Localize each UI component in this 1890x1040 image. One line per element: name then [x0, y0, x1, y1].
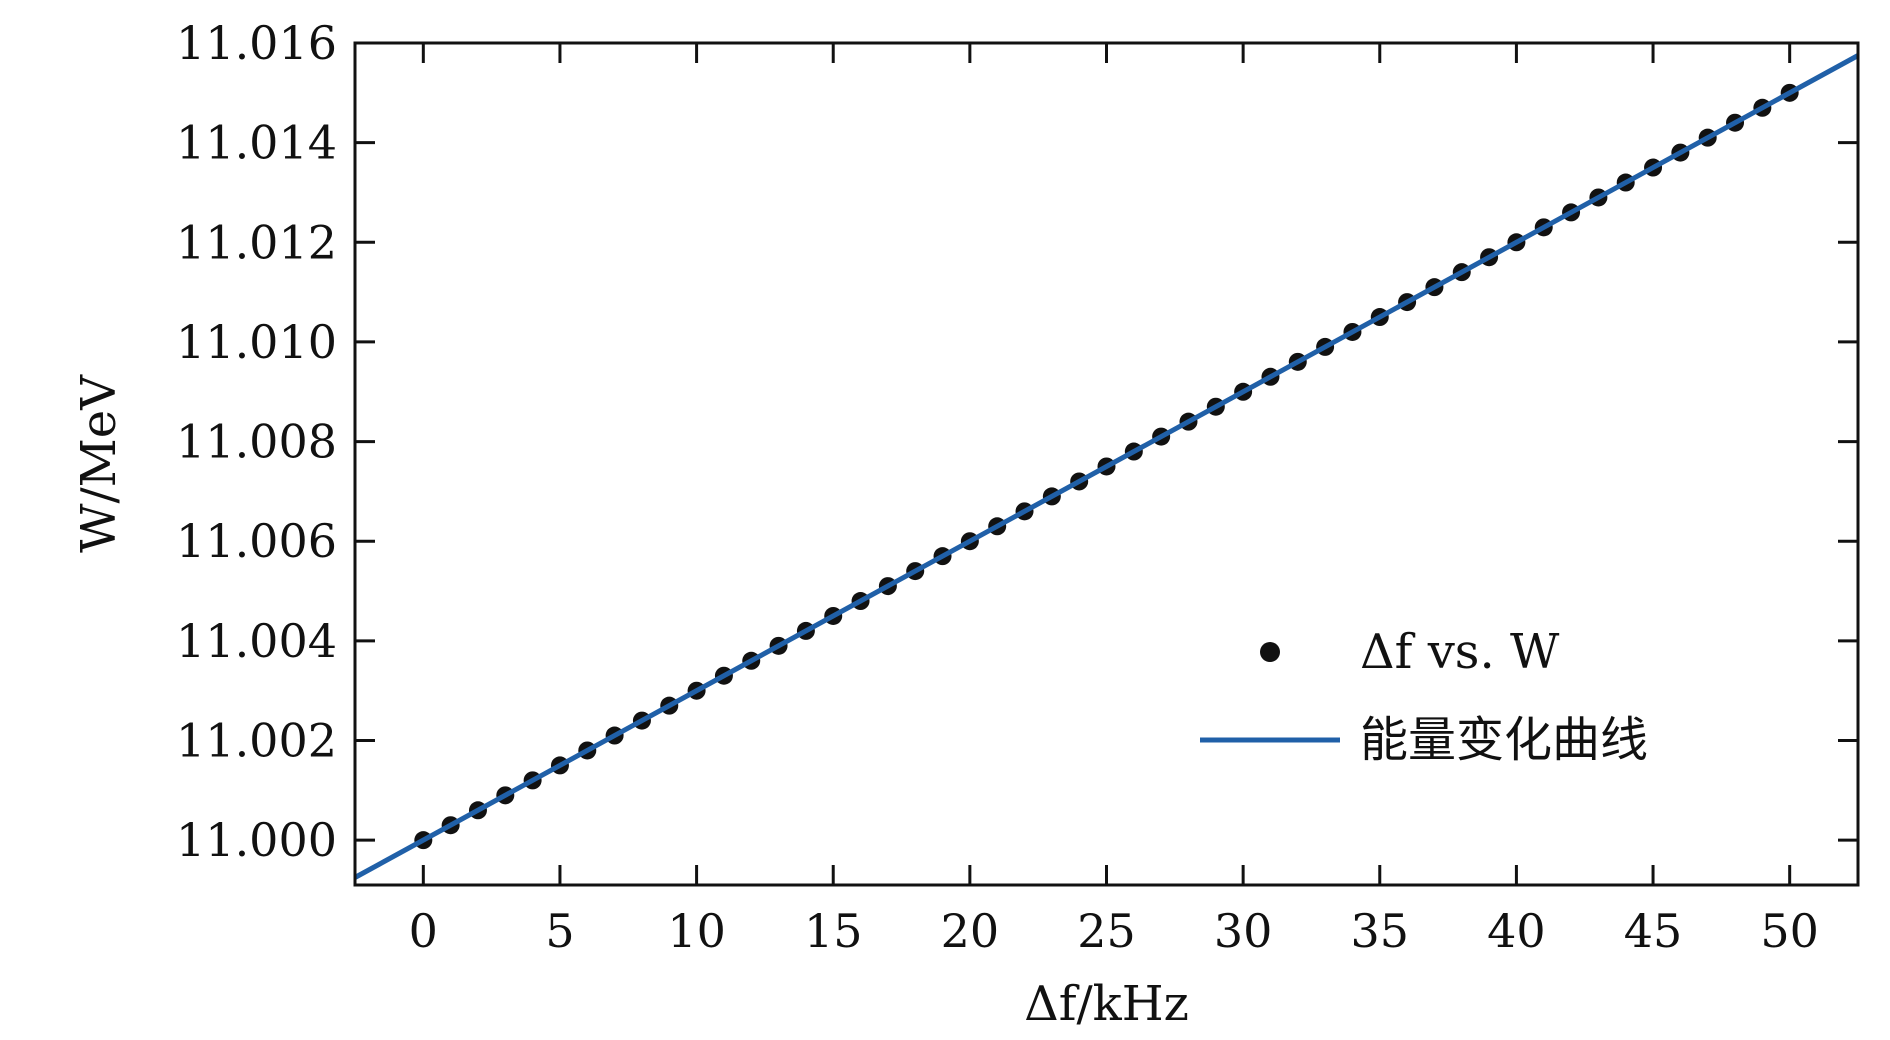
legend-label-line: 能量变化曲线: [1360, 712, 1648, 768]
y-tick-label: 11.012: [176, 215, 337, 269]
ticks: [355, 41, 1858, 885]
x-tick-label: 35: [1350, 904, 1409, 958]
y-tick-label: 11.004: [176, 614, 337, 668]
y-tick-label: 11.008: [176, 415, 337, 469]
x-tick-label: 45: [1624, 904, 1683, 958]
x-tick-label: 50: [1760, 904, 1819, 958]
y-tick-label: 11.010: [176, 315, 337, 369]
x-tick-label: 30: [1214, 904, 1273, 958]
plot-frame: [353, 41, 1860, 887]
y-tick-label: 11.016: [176, 16, 337, 70]
legend-marker-scatter: [1260, 642, 1280, 662]
tick-labels: 0 5 10 15 20 25 30 35 40 45 50 11.000 11.002 11.004 11…: [176, 16, 1819, 958]
y-tick-label: 11.006: [176, 514, 337, 568]
plot-area: [353, 53, 1860, 880]
x-tick-label: 20: [941, 904, 1000, 958]
x-tick-label: 10: [667, 904, 726, 958]
y-tick-label: 11.000: [176, 813, 337, 867]
x-tick-label: 40: [1487, 904, 1546, 958]
y-tick-label: 11.014: [176, 116, 337, 170]
legend: Δf vs. W 能量变化曲线: [1200, 624, 1648, 768]
x-tick-label: 5: [545, 904, 574, 958]
y-axis-title: W/MeV: [71, 374, 127, 553]
x-axis-title: Δf/kHz: [1024, 976, 1189, 1032]
x-tick-label: 25: [1077, 904, 1136, 958]
series-line: [353, 53, 1860, 880]
x-tick-label: 0: [409, 904, 438, 958]
y-tick-label: 11.002: [176, 714, 337, 768]
x-tick-label: 15: [804, 904, 863, 958]
legend-label-scatter: Δf vs. W: [1360, 624, 1560, 680]
